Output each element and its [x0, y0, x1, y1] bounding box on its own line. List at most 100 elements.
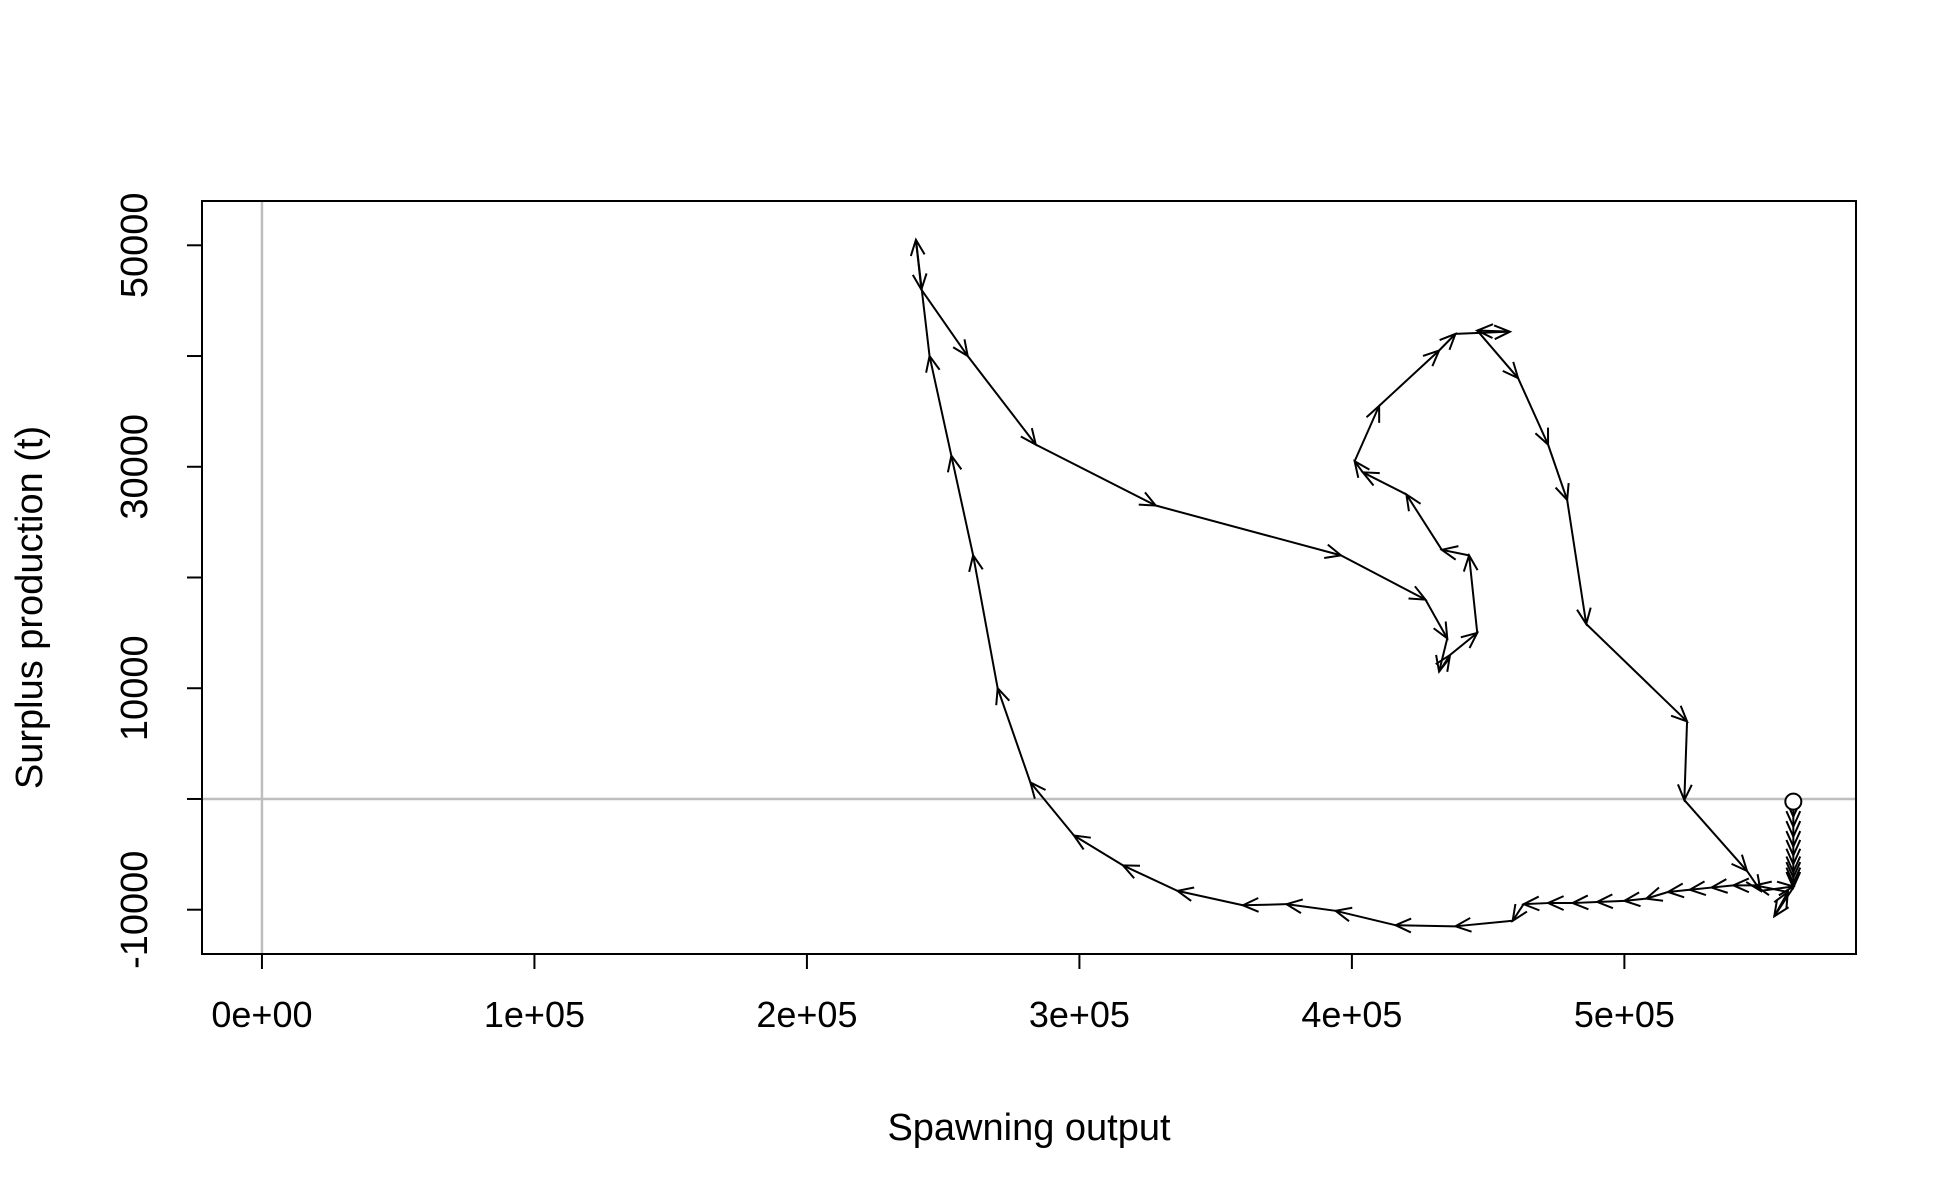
trajectory-arrow: [1474, 323, 1510, 339]
trajectory-segment: [1242, 903, 1287, 907]
trajectory-segment: [1362, 471, 1407, 496]
trajectory-segment: [1073, 834, 1124, 867]
arrow-head: [968, 552, 984, 573]
arrow-head: [1333, 906, 1353, 922]
trajectory-arrow: [1566, 499, 1592, 627]
trajectory-arrow: [995, 685, 1032, 783]
arrow-head: [1594, 893, 1614, 910]
arrow-head: [911, 273, 928, 293]
trajectory-arrow: [1621, 891, 1647, 908]
trajectory-arrow: [1545, 895, 1573, 911]
arrow-head: [1511, 903, 1528, 923]
trajectory-segment: [1523, 902, 1549, 906]
start-point-marker: [1784, 792, 1803, 811]
trajectory-segment: [1405, 493, 1443, 551]
x-axis: 0e+00 1e+05 2e+05 3e+05 4e+05 5e+05: [211, 953, 1675, 1035]
y-tick-label: -10000: [114, 851, 156, 969]
trajectory-arrow: [1785, 810, 1802, 830]
trajectory-arrow: [1511, 903, 1528, 923]
trajectory-segment: [1378, 349, 1440, 407]
arrow-head: [1435, 652, 1452, 672]
trajectory-arrow: [1785, 848, 1802, 867]
arrow-head: [1120, 864, 1141, 879]
trajectory-arrow: [1570, 894, 1598, 911]
trajectory-arrow: [1353, 459, 1370, 479]
arrow-head: [1439, 545, 1459, 561]
trajectory-arrow: [1452, 917, 1513, 933]
trajectory-segment: [1441, 548, 1470, 557]
trajectory-arrow: [1785, 867, 1802, 886]
trajectory-arrow: [920, 289, 970, 359]
arrow-head: [1020, 427, 1038, 447]
x-tick-label: 2e+05: [756, 994, 857, 1035]
trajectory-arrow: [1594, 893, 1625, 910]
arrow-head: [1433, 621, 1449, 641]
trajectory-arrow: [1340, 554, 1428, 601]
trajectory-arrow: [1353, 403, 1381, 462]
trajectory-segment: [1711, 884, 1734, 889]
arrow-head: [1554, 482, 1570, 503]
arrow-head: [1752, 880, 1772, 897]
trajectory-segment: [1517, 377, 1550, 446]
trajectory-segment: [1438, 333, 1457, 352]
trajectory-arrow: [1120, 864, 1178, 892]
trajectory-arrow: [1155, 504, 1344, 559]
trajectory-arrow: [1424, 599, 1449, 641]
trajectory-arrow: [1284, 898, 1336, 914]
trajectory-segment: [950, 455, 975, 556]
trajectory-arrow: [1760, 880, 1796, 897]
arrow-head: [1772, 899, 1790, 919]
trajectory-segment: [1122, 864, 1178, 892]
trajectory-segment: [1746, 870, 1762, 892]
trajectory-segment: [1689, 886, 1712, 891]
arrow-head: [1621, 891, 1641, 908]
trajectory-segment: [1683, 721, 1689, 801]
trajectory-arrow: [946, 453, 975, 556]
trajectory-arrow: [968, 552, 999, 689]
trajectory-arrow: [1687, 880, 1712, 897]
trajectory-segment: [1353, 405, 1381, 462]
trajectory-arrow: [925, 353, 953, 456]
trajectory-arrow: [1360, 471, 1407, 496]
trajectory-arrow: [1028, 780, 1075, 837]
trajectory-segment: [1476, 329, 1519, 379]
markers: [1784, 792, 1803, 811]
trajectory-segment: [1286, 903, 1336, 912]
trajectory-arrow: [1035, 443, 1158, 507]
trajectory-segment: [1645, 891, 1669, 900]
x-tick-label: 1e+05: [484, 994, 585, 1035]
arrow-head: [952, 339, 970, 359]
trajectory-segment: [1455, 919, 1513, 928]
arrow-head: [1731, 854, 1749, 873]
trajectory-arrow: [1449, 631, 1480, 656]
trajectory-arrow: [1240, 897, 1287, 913]
trajectory-segment: [1177, 889, 1244, 907]
trajectory-arrow: [1175, 886, 1244, 907]
trajectory-segment: [966, 355, 1037, 446]
trajectory: [909, 237, 1802, 934]
arrow-head: [1175, 886, 1195, 902]
trajectory-arrow: [1665, 882, 1690, 899]
trajectory-arrow: [1438, 332, 1458, 352]
trajectory-segment: [914, 239, 923, 290]
x-axis-title: Spawning output: [887, 1107, 1171, 1149]
trajectory-segment: [1438, 638, 1449, 672]
trajectory-segment: [1597, 899, 1625, 903]
trajectory-arrow: [1435, 652, 1452, 673]
x-tick-label: 3e+05: [1029, 994, 1130, 1035]
plot-frame: [201, 200, 1857, 955]
trajectory-segment: [1585, 623, 1688, 723]
trajectory-segment: [1340, 554, 1426, 601]
arrow-head: [1785, 867, 1802, 886]
trajectory-arrow: [1378, 348, 1441, 407]
arrow-head: [1677, 783, 1693, 803]
trajectory-arrow: [911, 239, 928, 293]
trajectory-segment: [1029, 781, 1075, 837]
arrow-head: [1071, 834, 1091, 851]
arrow-head: [1422, 348, 1441, 367]
arrow-head: [909, 237, 926, 257]
trajectory-segment: [1773, 891, 1789, 917]
trajectory-segment: [1547, 444, 1569, 501]
arrow-head: [1521, 895, 1540, 912]
trajectory-segment: [1566, 499, 1588, 625]
